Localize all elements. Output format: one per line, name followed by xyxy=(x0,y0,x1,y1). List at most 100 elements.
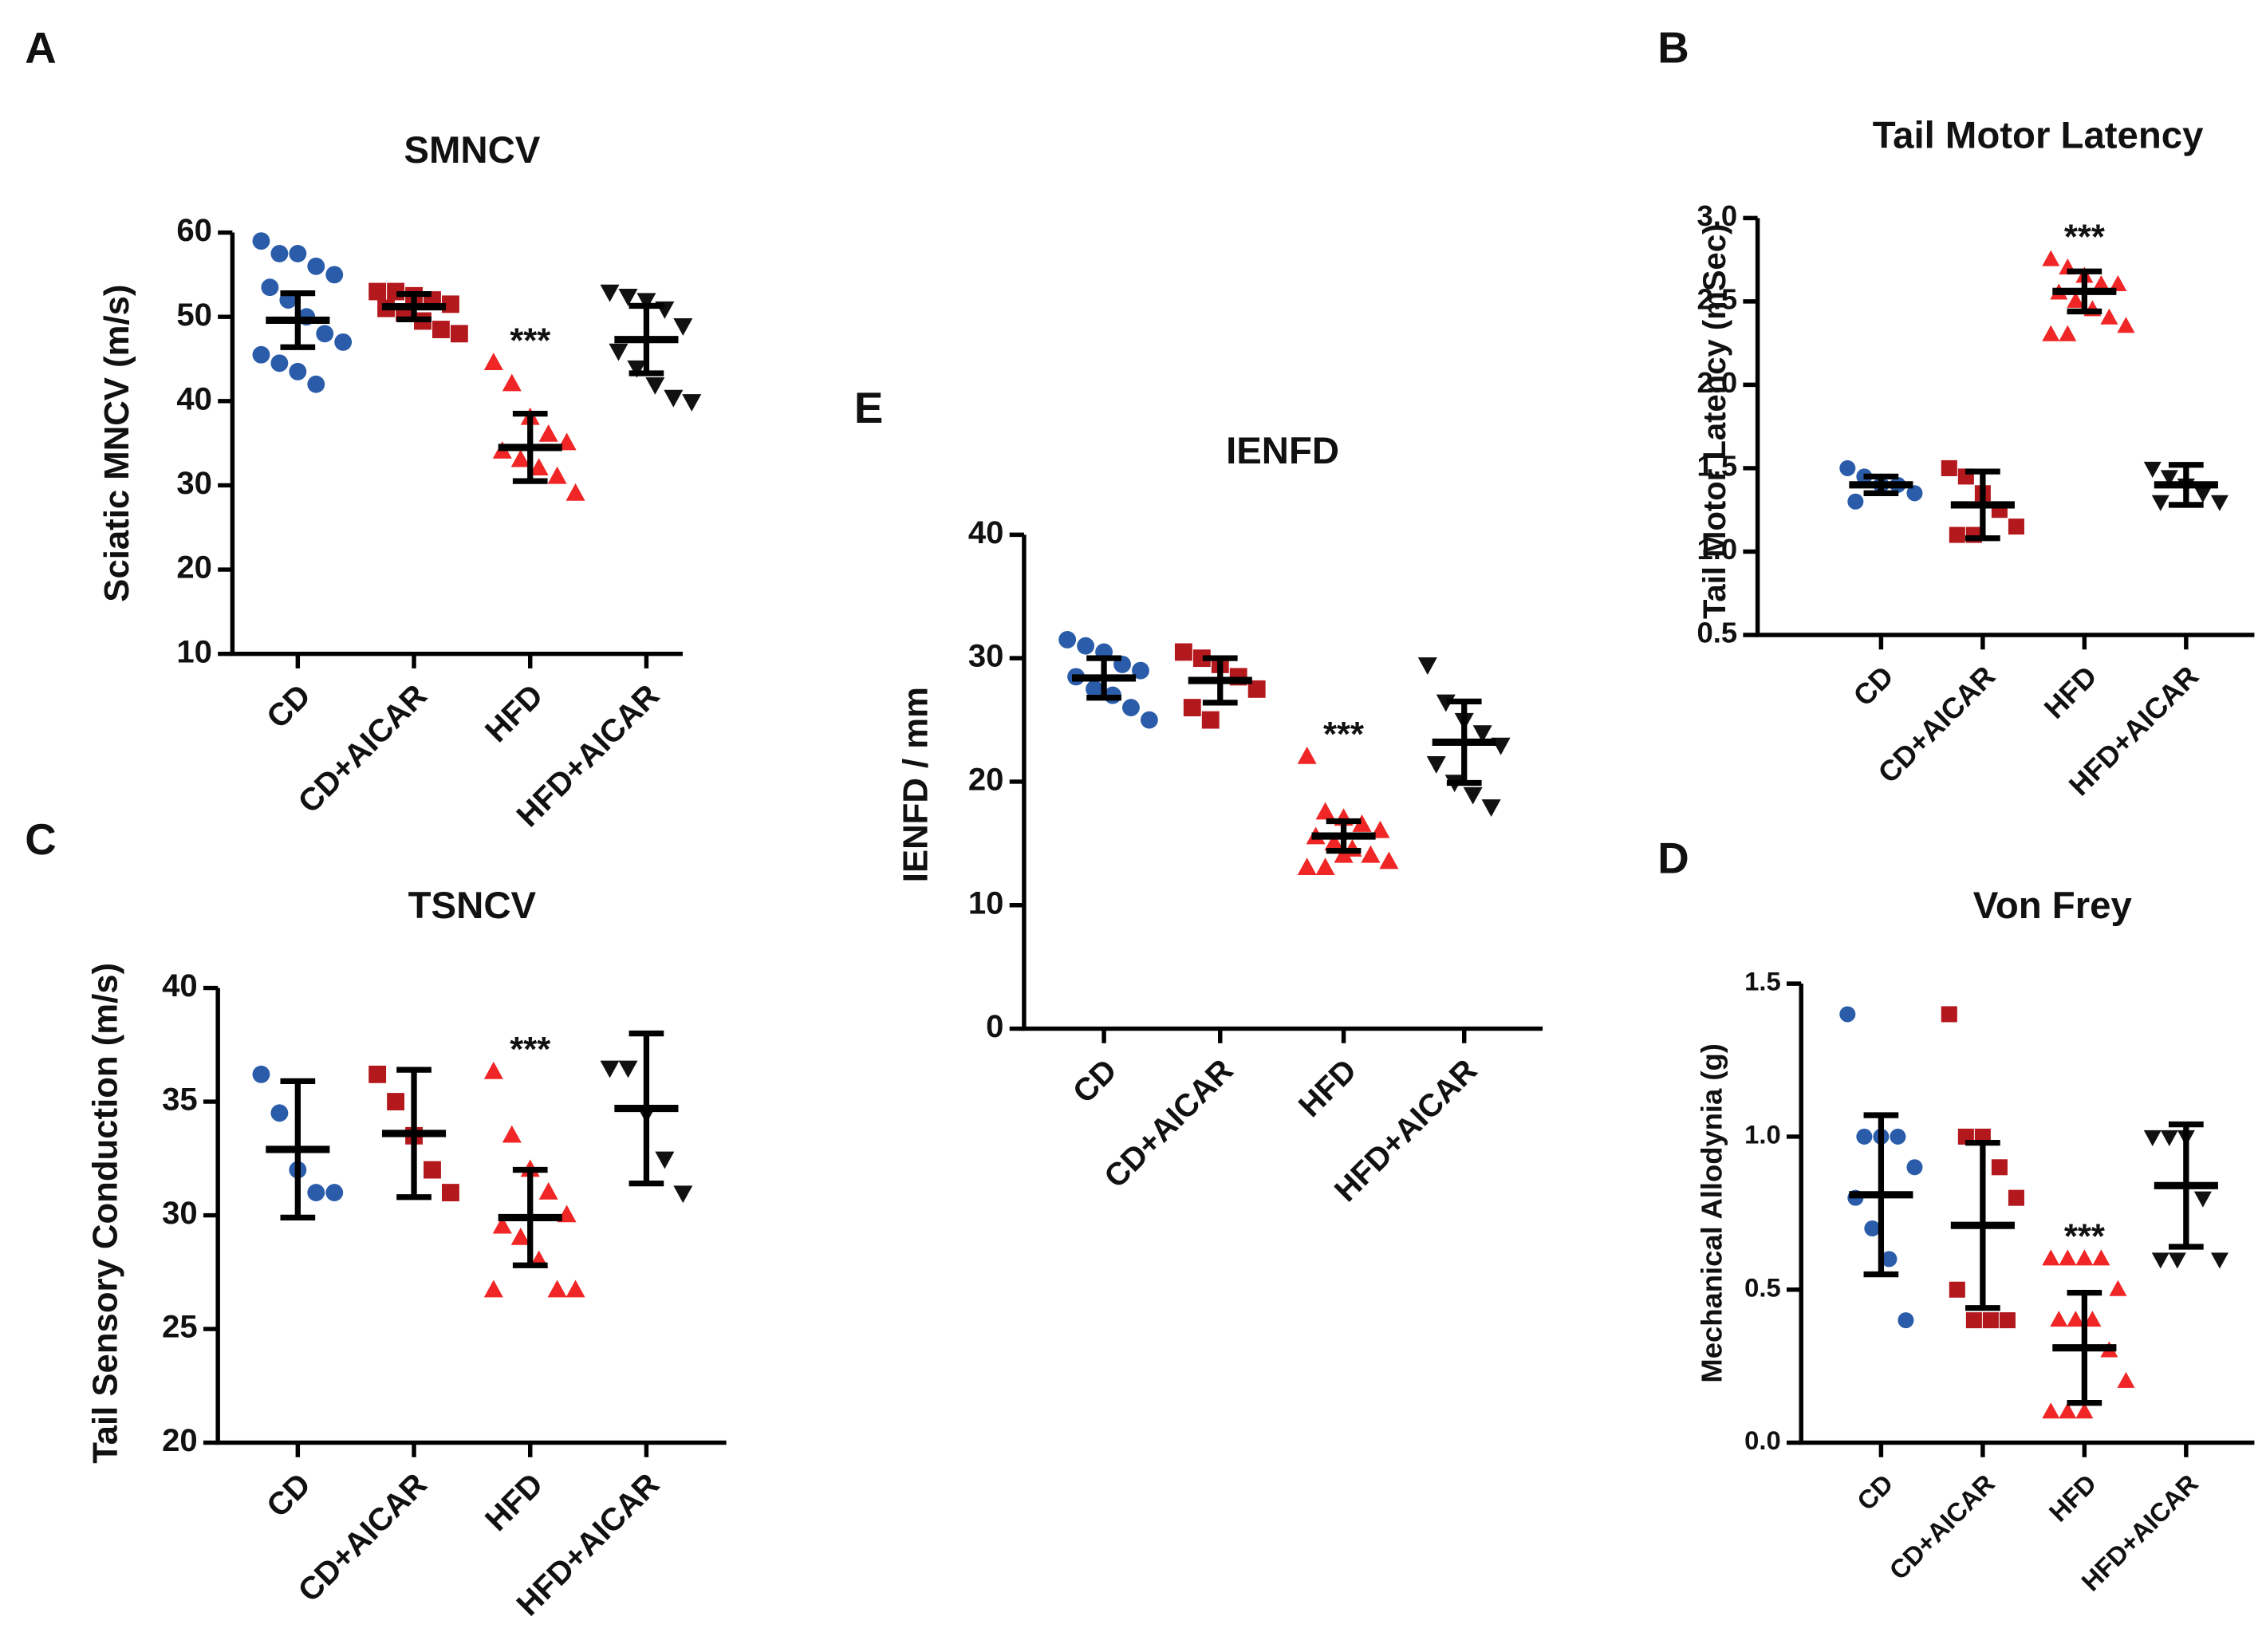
data-point xyxy=(2059,325,2077,341)
data-point xyxy=(609,343,629,361)
y-axis-label: Tail Motor Latency (mSec) xyxy=(1697,224,1732,619)
data-point xyxy=(2143,1130,2162,1146)
data-point xyxy=(510,1227,530,1245)
data-point xyxy=(2042,325,2060,341)
data-point xyxy=(1941,1006,1957,1023)
data-point xyxy=(325,266,344,284)
data-point xyxy=(618,289,638,306)
data-point xyxy=(1949,1281,1965,1298)
data-point xyxy=(636,293,656,311)
data-point xyxy=(1949,526,1965,543)
data-point xyxy=(424,1161,441,1179)
significance: *** xyxy=(510,1030,550,1069)
data-point xyxy=(483,1061,503,1079)
chart-title: SMNCV xyxy=(404,129,540,172)
data-point xyxy=(307,1184,325,1201)
data-point xyxy=(2042,1249,2060,1266)
data-point xyxy=(2210,495,2229,511)
x-tick-label: CD+AICAR xyxy=(1883,1469,2000,1586)
data-point xyxy=(1941,459,1957,476)
panel-label: E xyxy=(854,384,883,432)
data-point xyxy=(492,1216,512,1234)
x-tick-label: HFD xyxy=(479,1467,550,1538)
data-point xyxy=(1839,1006,1856,1023)
data-point xyxy=(627,360,647,378)
data-point xyxy=(547,466,567,484)
data-point xyxy=(600,1060,620,1078)
x-tick-label: CD xyxy=(1847,660,1900,712)
data-point xyxy=(510,449,530,467)
y-tick-label: 3.0 xyxy=(1697,199,1737,232)
y-tick-label: 0.0 xyxy=(1744,1425,1781,1455)
data-point xyxy=(1352,814,1372,832)
data-point xyxy=(1192,649,1211,668)
chart-title: Tail Motor Latency xyxy=(1873,115,2204,157)
data-point xyxy=(2151,1252,2169,1269)
data-point xyxy=(1086,680,1103,698)
data-point xyxy=(2160,1130,2178,1146)
data-point xyxy=(2210,1252,2229,1269)
data-point xyxy=(1297,858,1317,876)
y-tick-label: 1.0 xyxy=(1697,533,1737,566)
x-tick-label: HFD xyxy=(479,678,550,749)
significance: *** xyxy=(2064,218,2105,257)
data-point xyxy=(368,1065,387,1083)
data-point xyxy=(1999,1312,2016,1329)
y-tick-label: 30 xyxy=(968,639,1004,674)
y-tick-label: 35 xyxy=(162,1082,198,1118)
y-tick-label: 40 xyxy=(176,381,212,416)
data-point xyxy=(538,424,558,442)
data-point xyxy=(2117,1371,2135,1388)
data-point xyxy=(289,245,307,262)
data-point xyxy=(368,282,387,301)
data-point xyxy=(1297,746,1317,764)
y-tick-label: 0 xyxy=(986,1009,1003,1044)
data-point xyxy=(2117,317,2135,333)
axes xyxy=(1755,218,2255,637)
y-tick-label: 50 xyxy=(176,298,212,333)
y-tick-label: 20 xyxy=(176,550,212,585)
x-tick-label: HFD xyxy=(2043,1469,2102,1528)
data-point xyxy=(441,1184,459,1201)
data-point xyxy=(1077,637,1095,655)
data-point xyxy=(502,373,522,392)
data-point xyxy=(450,325,468,343)
data-point xyxy=(600,284,620,302)
data-point xyxy=(1839,459,1856,476)
data-point xyxy=(1183,699,1201,717)
data-point xyxy=(1324,833,1344,851)
data-point xyxy=(1906,1159,1923,1176)
data-point xyxy=(1890,1128,1906,1145)
data-point xyxy=(1379,851,1399,869)
y-tick-label: 2.0 xyxy=(1697,366,1737,399)
y-tick-label: 1.0 xyxy=(1744,1120,1781,1149)
data-point xyxy=(1058,631,1077,649)
data-point xyxy=(673,1185,693,1204)
data-point xyxy=(2059,1249,2077,1266)
y-tick-label: 20 xyxy=(968,763,1004,798)
data-point xyxy=(566,1279,585,1298)
data-point xyxy=(1982,1312,1999,1329)
y-axis-label: IENFD / mm xyxy=(897,687,936,882)
data-point xyxy=(483,1279,503,1298)
data-point xyxy=(432,321,450,338)
data-point xyxy=(529,458,549,476)
data-point xyxy=(2083,1311,2102,1327)
y-tick-label: 40 xyxy=(162,968,198,1003)
data-point xyxy=(682,394,702,412)
y-tick-label: 10 xyxy=(968,885,1004,921)
data-point xyxy=(1315,802,1335,820)
data-point xyxy=(1965,1312,1982,1329)
data-point xyxy=(618,1060,638,1078)
y-tick-label: 20 xyxy=(162,1423,198,1458)
data-point xyxy=(502,1125,522,1143)
data-point xyxy=(1140,711,1158,729)
data-point xyxy=(1472,725,1492,743)
data-point xyxy=(270,1104,289,1122)
y-axis-label: Sciatic MNCV (m/s) xyxy=(97,285,136,602)
data-point xyxy=(2160,470,2178,487)
data-point xyxy=(307,375,325,393)
data-point xyxy=(441,295,459,313)
x-tick-label: HFD xyxy=(1292,1053,1363,1124)
